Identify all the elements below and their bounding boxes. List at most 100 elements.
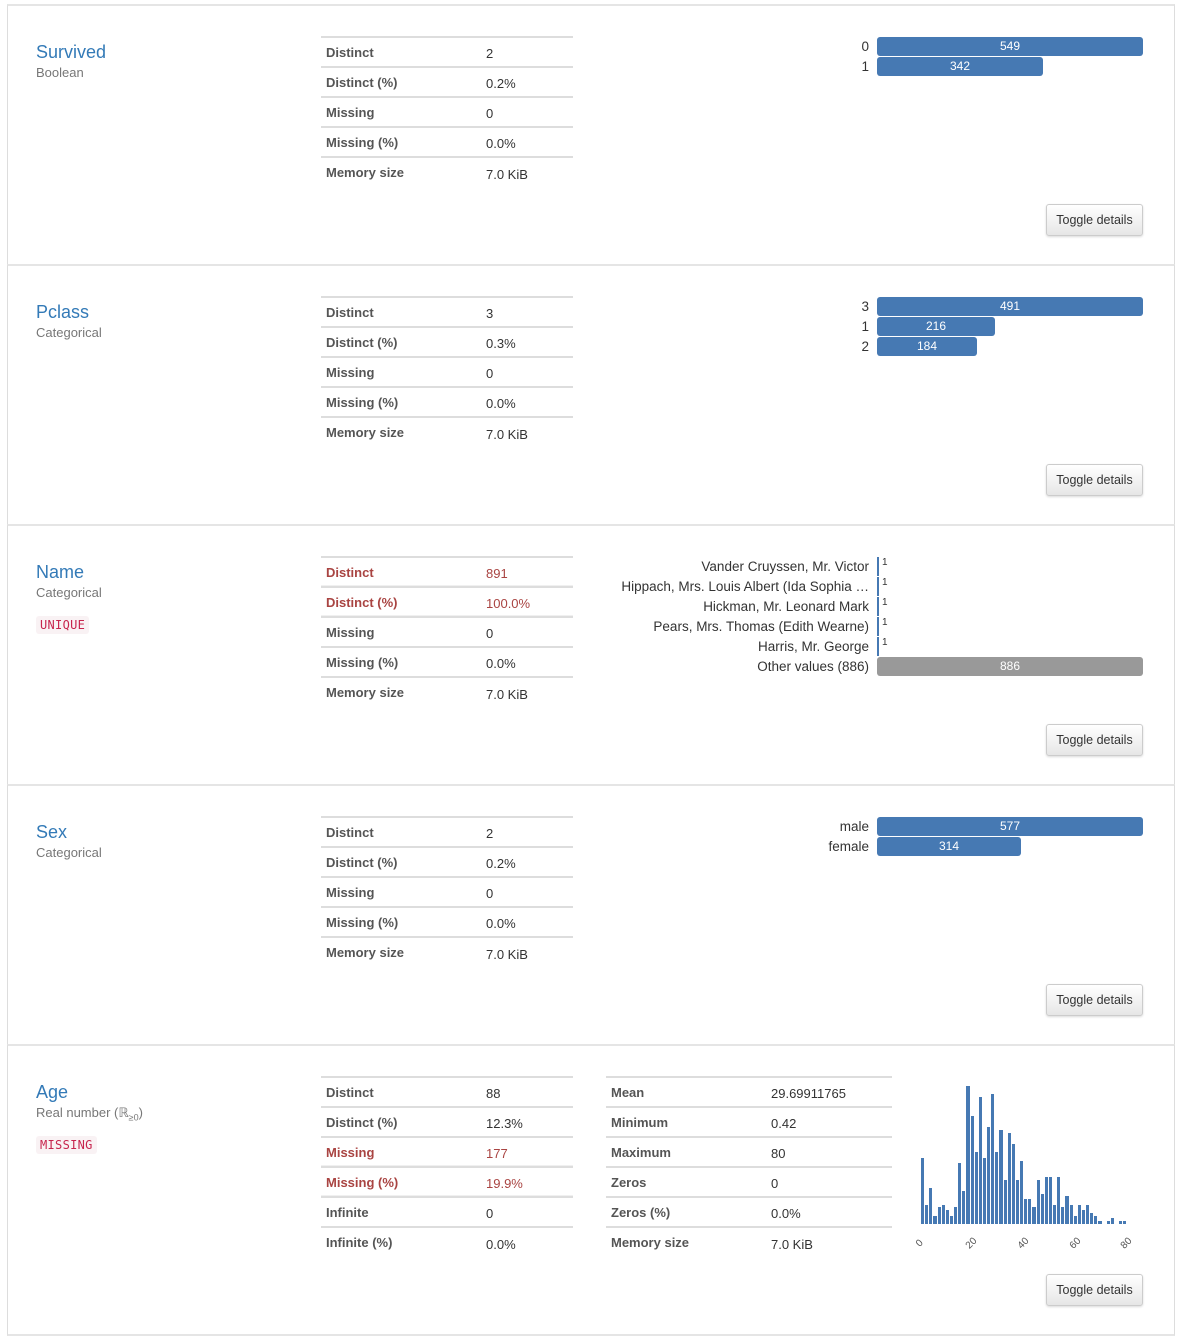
stat-label: Maximum	[606, 1136, 766, 1167]
histogram-bar	[1044, 1177, 1048, 1224]
histogram-bar	[991, 1094, 995, 1224]
histogram-bar	[987, 1127, 991, 1224]
stat-label: Distinct (%)	[321, 846, 481, 877]
variable-name[interactable]: Name	[36, 562, 85, 582]
stat-label: Distinct	[321, 816, 481, 847]
freq-bar: 1	[877, 636, 888, 656]
stat-row: Missing 0	[321, 356, 573, 387]
stat-label: Memory size	[321, 156, 481, 187]
freq-count: 1	[882, 596, 888, 608]
freq-row: 2 184	[861, 336, 1143, 356]
freq-count: 549	[999, 39, 1021, 53]
stat-label: Missing	[321, 616, 481, 647]
stat-value: 2	[481, 36, 573, 67]
freq-label: female	[828, 838, 869, 854]
histogram-bar	[1048, 1177, 1052, 1224]
histogram-bar	[1069, 1204, 1073, 1224]
stat-label: Distinct (%)	[321, 1106, 481, 1137]
toggle-details-button[interactable]: Toggle details	[1046, 1274, 1143, 1306]
stat-value: 12.3%	[481, 1106, 573, 1137]
stat-label: Missing	[321, 876, 481, 907]
variable-name[interactable]: Survived	[36, 42, 107, 62]
stat-row: Distinct (%) 0.2%	[321, 846, 573, 877]
freq-bar: 342	[877, 56, 1043, 76]
stat-row: Zeros (%) 0.0%	[606, 1196, 892, 1227]
histogram-bar	[974, 1152, 978, 1224]
freq-count: 491	[999, 299, 1021, 313]
histogram-bar	[1036, 1179, 1040, 1224]
stat-row: Distinct 3	[321, 296, 573, 327]
stat-value: 100.0%	[481, 586, 573, 617]
stat-label: Distinct	[321, 296, 481, 327]
stat-label: Distinct	[321, 556, 481, 587]
stat-label: Minimum	[606, 1106, 766, 1137]
variable-name-section: Name Categorical UNIQUE Distinct 891 Dist…	[7, 524, 1175, 784]
variable-type: Categorical	[36, 845, 102, 860]
toggle-details-button[interactable]: Toggle details	[1046, 984, 1143, 1016]
stat-value: 7.0 KiB	[481, 676, 573, 707]
histogram-bar	[1110, 1218, 1114, 1224]
stats-table-2: Mean 29.69911765 Minimum 0.42 Maximum 80 Ze…	[606, 1076, 892, 1257]
histogram-bar	[1020, 1160, 1024, 1224]
toggle-details-button[interactable]: Toggle details	[1046, 204, 1143, 236]
stat-value: 891	[481, 556, 573, 587]
stat-value: 0.42	[766, 1106, 892, 1137]
frequency-chart: 3 491 1 216 2 184	[861, 296, 1143, 356]
variable-name[interactable]: Sex	[36, 822, 68, 842]
stat-value: 0.0%	[481, 1226, 573, 1257]
stat-label: Zeros	[606, 1166, 766, 1197]
stat-value: 0.3%	[481, 326, 573, 357]
histogram-bar	[1024, 1199, 1028, 1224]
toggle-details-button[interactable]: Toggle details	[1046, 464, 1143, 496]
stat-value: 0.0%	[481, 386, 573, 417]
stat-row: Missing (%) 19.9%	[321, 1166, 573, 1197]
histogram-bar	[925, 1204, 929, 1224]
stat-row: Distinct 891	[321, 556, 573, 587]
stat-value: 0	[481, 876, 573, 907]
histogram-bar	[1073, 1215, 1077, 1224]
histogram-bar	[999, 1130, 1003, 1224]
histogram-bar	[1086, 1204, 1090, 1224]
histogram-bar	[941, 1204, 945, 1224]
histogram-bar	[1003, 1179, 1007, 1224]
freq-bar: 184	[877, 336, 977, 356]
stat-label: Mean	[606, 1076, 766, 1107]
stat-row: Zeros 0	[606, 1166, 892, 1197]
stat-value: 0	[481, 1196, 573, 1227]
stat-row: Infinite 0	[321, 1196, 573, 1227]
freq-label: 1	[861, 318, 869, 334]
freq-label: 1	[861, 58, 869, 74]
freq-label: 0	[861, 38, 869, 54]
freq-bar: 1	[877, 576, 888, 596]
freq-bar: 549	[877, 36, 1143, 56]
histogram-bar	[1053, 1204, 1057, 1224]
stat-value: 0.2%	[481, 846, 573, 877]
x-tick: 60	[1067, 1235, 1084, 1252]
stat-row: Missing (%) 0.0%	[321, 906, 573, 937]
stat-row: Distinct (%) 0.3%	[321, 326, 573, 357]
freq-row: Hippach, Mrs. Louis Albert (Ida Sophia ……	[621, 576, 1143, 596]
stat-value: 0	[481, 96, 573, 127]
histogram-bar	[949, 1215, 953, 1224]
freq-row: female 314	[828, 836, 1143, 856]
variable-type: Real number (ℝ≥0)	[36, 1105, 143, 1123]
freq-bar: 314	[877, 836, 1021, 856]
stat-label: Missing	[321, 356, 481, 387]
freq-row: Other values (886) 886	[757, 656, 1143, 676]
stat-value: 88	[481, 1076, 573, 1107]
freq-bar: 491	[877, 296, 1143, 316]
histogram-bar	[1098, 1221, 1102, 1224]
freq-row: 0 549	[861, 36, 1143, 56]
missing-badge: MISSING	[36, 1136, 97, 1154]
histogram-bar	[1090, 1212, 1094, 1224]
variable-sex: Sex Categorical Distinct 2 Distinct (%) 0.…	[7, 784, 1175, 1044]
freq-label: male	[839, 818, 869, 834]
freq-bar: 1	[877, 616, 888, 636]
stat-row: Distinct (%) 0.2%	[321, 66, 573, 97]
toggle-details-button[interactable]: Toggle details	[1046, 724, 1143, 756]
unique-badge: UNIQUE	[36, 616, 90, 634]
variable-name[interactable]: Age	[36, 1082, 69, 1102]
histogram-bar	[1028, 1199, 1032, 1224]
x-tick: 20	[963, 1235, 980, 1252]
variable-name[interactable]: Pclass	[36, 302, 90, 322]
